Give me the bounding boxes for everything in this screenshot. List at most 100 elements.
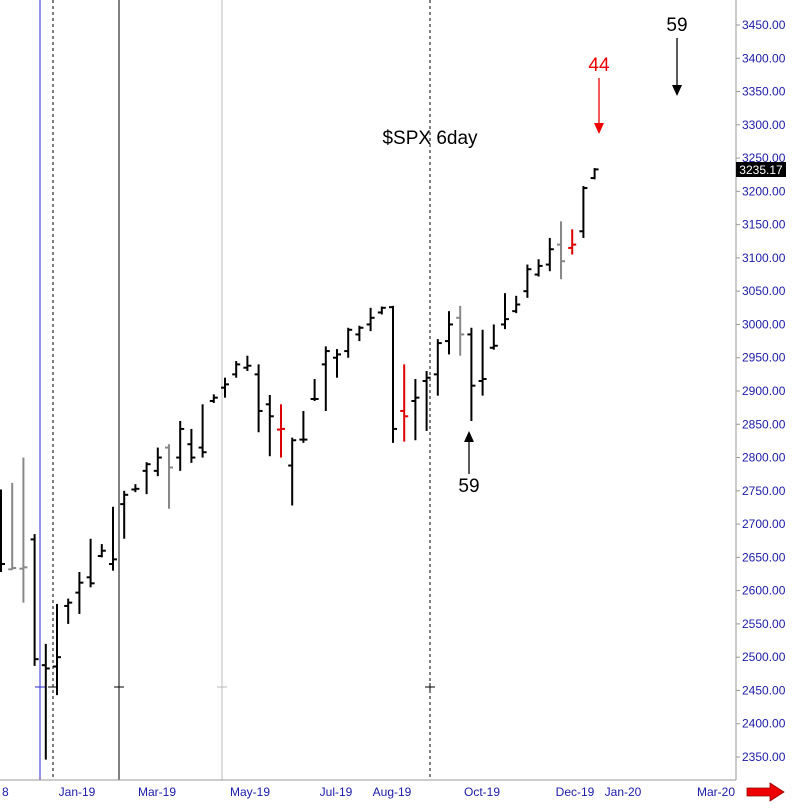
price-tick-label: 2350.00 <box>742 750 786 764</box>
ohlc-bar <box>377 306 386 315</box>
price-tick-label: 2700.00 <box>742 517 786 531</box>
ohlc-bar <box>277 404 285 458</box>
ohlc-bar <box>109 506 117 571</box>
date-label-dec-19: Dec-19 <box>556 785 595 799</box>
annotation-59-top-arrow-head <box>672 85 682 96</box>
ohlc-bar <box>456 305 465 356</box>
scroll-right-arrow-icon[interactable] <box>746 782 785 802</box>
annotation-59-bottom-arrow-head <box>464 431 474 442</box>
ohlc-bar <box>433 339 442 396</box>
date-label-mar-20: Mar-20 <box>697 785 735 799</box>
ohlc-bar <box>8 482 17 571</box>
ohlc-bar <box>512 295 521 314</box>
ohlc-bars <box>0 168 599 760</box>
price-tick-label: 2500.00 <box>742 650 786 664</box>
price-tick-label: 2900.00 <box>742 384 786 398</box>
ohlc-bar <box>489 324 498 350</box>
price-axis-ticks: 2350.00 2400.00 2450.00 2500.00 2550.00 2600.… <box>736 18 786 764</box>
ohlc-bar <box>534 259 543 277</box>
ohlc-bar <box>265 394 274 457</box>
date-label-jul-19: Jul-19 <box>320 785 353 799</box>
date-label-jan-19: Jan-19 <box>59 785 96 799</box>
price-tick-label: 3050.00 <box>742 284 786 298</box>
ohlc-bar <box>64 598 73 624</box>
ohlc-bar <box>142 462 151 495</box>
ohlc-bar <box>187 428 196 463</box>
price-tick-label: 2800.00 <box>742 451 786 465</box>
last-price-background <box>736 162 786 177</box>
date-axis: 8 Jan-19 Mar-19 May-19 Jul-19 Aug-19 Oct… <box>0 779 796 804</box>
ohlc-bar <box>243 355 252 372</box>
price-tick-label: 3000.00 <box>742 317 786 331</box>
price-tick-label: 3450.00 <box>742 18 786 32</box>
ohlc-bar <box>288 437 297 506</box>
ohlc-bar <box>321 346 330 411</box>
ohlc-bar <box>120 490 129 539</box>
plot-background <box>0 0 736 780</box>
annotation-44-label: 44 <box>588 55 610 76</box>
price-tick-label: 3250.00 <box>742 151 786 165</box>
ohlc-bar <box>389 305 397 443</box>
date-label-may-19: May-19 <box>230 785 270 799</box>
annotation-59-bottom: 59 <box>458 431 480 497</box>
ohlc-bar <box>165 444 173 509</box>
ohlc-bar <box>75 572 84 614</box>
ohlc-bar <box>579 186 588 238</box>
ohlc-bar <box>344 327 353 358</box>
price-tick-label: 2850.00 <box>742 417 786 431</box>
price-tick-label: 2950.00 <box>742 351 786 365</box>
ohlc-bar <box>254 364 263 433</box>
date-label-jan-20: Jan-20 <box>605 785 642 799</box>
ohlc-bar <box>299 410 308 443</box>
ohlc-bar <box>153 447 162 477</box>
ohlc-bar <box>568 229 577 255</box>
price-tick-label: 3400.00 <box>742 51 786 65</box>
ohlc-bar <box>445 311 453 355</box>
price-tick-label: 3150.00 <box>742 218 786 232</box>
ohlc-bar <box>501 293 509 330</box>
ohlc-bar <box>131 484 140 493</box>
ohlc-bar <box>19 457 28 603</box>
annotation-44: 44 <box>588 55 610 134</box>
date-label-mar-19: Mar-19 <box>138 785 176 799</box>
price-tick-label: 2400.00 <box>742 717 786 731</box>
ohlc-bar <box>333 349 341 378</box>
ohlc-bar <box>0 489 5 573</box>
ohlc-bar <box>467 327 476 421</box>
ohlc-bar <box>422 371 431 431</box>
ohlc-bar <box>97 544 106 558</box>
date-label-aug-19: Aug-19 <box>373 785 412 799</box>
date-label-8: 8 <box>2 785 9 799</box>
price-tick-label: 2450.00 <box>742 683 786 697</box>
ohlc-bar <box>590 168 599 180</box>
ohlc-bar <box>198 404 207 458</box>
ohlc-bar <box>30 534 39 666</box>
price-tick-label: 3100.00 <box>742 251 786 265</box>
ohlc-bar <box>221 377 229 398</box>
price-tick-label: 2650.00 <box>742 550 786 564</box>
ohlc-bar <box>400 364 409 442</box>
chart-title: $SPX 6day <box>382 128 478 149</box>
annotation-59-top-label: 59 <box>666 15 687 36</box>
ohlc-bar <box>176 420 185 471</box>
price-tick-label: 3200.00 <box>742 184 786 198</box>
ohlc-bar <box>232 361 241 378</box>
price-tick-label: 3350.00 <box>742 85 786 99</box>
ohlc-bar <box>523 264 532 298</box>
last-price-label: 3235.17 <box>739 163 783 177</box>
ohlc-bar <box>366 307 375 332</box>
ohlc-bar <box>86 538 95 588</box>
ohlc-bar <box>355 325 364 342</box>
ohlc-bar <box>411 379 420 441</box>
ohlc-bar <box>478 329 487 396</box>
date-label-oct-19: Oct-19 <box>464 785 500 799</box>
annotation-44-arrow-head <box>594 123 604 134</box>
ohlc-bar <box>53 603 61 696</box>
price-tick-label: 2550.00 <box>742 617 786 631</box>
ohlc-bar <box>545 237 554 272</box>
price-tick-label: 3300.00 <box>742 118 786 132</box>
price-tick-label: 2600.00 <box>742 584 786 598</box>
price-axis: 2350.00 2400.00 2450.00 2500.00 2550.00 2600.… <box>735 0 786 780</box>
